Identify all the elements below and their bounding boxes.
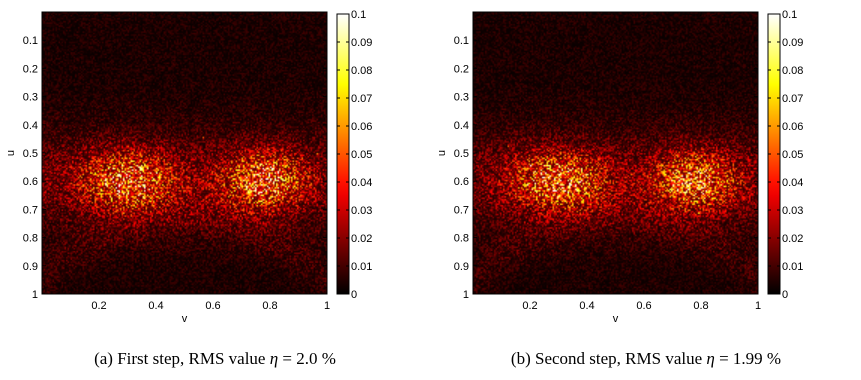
heatmap-chart: 0.2 0.4 0.6 0.8 1 0.1 0.2 0.3 0.4 0.5 0.6 0.7 0.8 0.9… <box>5 9 372 325</box>
x-tick-label: 0.2 <box>522 300 537 312</box>
y-tick-label: 0.2 <box>454 63 469 75</box>
colorbar-tick-label: 0.08 <box>782 65 803 77</box>
colorbar-tick-label: 0 <box>351 289 357 301</box>
x-tick-label: 0.6 <box>205 300 220 312</box>
y-tick-label: 0.5 <box>454 148 469 160</box>
y-tick-label: 0.4 <box>23 120 38 132</box>
x-tick-label: 0.8 <box>693 300 708 312</box>
caption-equals: = <box>282 349 293 368</box>
figure-panel-a: 0.2 0.4 0.6 0.8 1 0.1 0.2 0.3 0.4 0.5 0.6 0.7 0.8 0.9… <box>0 0 430 380</box>
y-tick-label: 0.5 <box>23 148 38 160</box>
x-tick-label: 0.8 <box>262 300 277 312</box>
figure-panel-b: 0.2 0.4 0.6 0.8 1 0.1 0.2 0.3 0.4 0.5 0.6 0.7 0.8 0.9… <box>431 0 861 380</box>
colorbar-tick-label: 0.07 <box>351 93 372 105</box>
colorbar-tick-label: 0.04 <box>782 177 803 189</box>
caption-unit: % <box>766 349 782 368</box>
y-tick-label: 0.2 <box>23 63 38 75</box>
x-tick-label: 0.4 <box>148 300 163 312</box>
y-tick-label: 0.7 <box>454 204 469 216</box>
y-tick-label: 1 <box>32 289 38 301</box>
y-tick-label: 0.6 <box>23 176 38 188</box>
caption-unit: % <box>321 349 336 368</box>
y-tick-label: 0.1 <box>23 35 38 47</box>
caption-symbol: η <box>706 349 715 368</box>
heatmap-image <box>473 12 758 294</box>
colorbar-tick-label: 0.02 <box>782 233 803 245</box>
colorbar-tick-label: 0 <box>782 289 788 301</box>
caption-tag: (a) <box>94 349 113 368</box>
colorbar-tick-label: 0.06 <box>351 121 372 133</box>
colorbar-tick-label: 0.08 <box>351 65 372 77</box>
caption-value: 1.99 <box>732 349 763 368</box>
heatmap-image <box>42 12 327 294</box>
colorbar-tick-label: 0.07 <box>782 93 803 105</box>
x-tick-label: 1 <box>755 300 761 312</box>
colorbar-tick-label: 0.01 <box>351 261 372 273</box>
caption-text: Second step, RMS value <box>534 349 703 368</box>
colorbar-tick-label: 0.1 <box>351 9 366 21</box>
caption-tag: (b) <box>510 349 531 368</box>
y-tick-label: 0.9 <box>454 261 469 273</box>
x-tick-label: 1 <box>324 300 330 312</box>
caption-symbol: η <box>269 349 279 368</box>
y-tick-label: 0.3 <box>23 92 38 104</box>
x-tick-label: 0.2 <box>91 300 106 312</box>
y-tick-label: 0.4 <box>454 120 469 132</box>
x-axis-label: v <box>182 313 188 325</box>
caption: (a) First step, RMS value η = 2.0 % <box>0 349 430 369</box>
colorbar-tick-label: 0.1 <box>782 9 797 21</box>
caption-equals: = <box>719 349 729 368</box>
y-axis-label: u <box>5 150 17 156</box>
caption-text: First step, RMS value <box>117 349 266 368</box>
y-tick-label: 0.8 <box>23 233 38 245</box>
y-tick-label: 1 <box>463 289 469 301</box>
heatmap-chart: 0.2 0.4 0.6 0.8 1 0.1 0.2 0.3 0.4 0.5 0.6 0.7 0.8 0.9… <box>436 9 803 325</box>
colorbar-tick-label: 0.03 <box>782 205 803 217</box>
colorbar-tick-label: 0.06 <box>782 121 803 133</box>
colorbar-tick-label: 0.09 <box>351 37 372 49</box>
y-tick-label: 0.7 <box>23 204 38 216</box>
y-tick-label: 0.3 <box>454 92 469 104</box>
colorbar-tick-label: 0.05 <box>782 149 803 161</box>
colorbar-tick-label: 0.03 <box>351 205 372 217</box>
colorbar-tick-label: 0.02 <box>351 233 372 245</box>
y-axis-label: u <box>436 150 448 156</box>
y-tick-label: 0.9 <box>23 261 38 273</box>
caption-value: 2.0 <box>296 349 318 368</box>
y-tick-label: 0.6 <box>454 176 469 188</box>
x-axis-label: v <box>613 313 619 325</box>
x-tick-label: 0.6 <box>636 300 651 312</box>
colorbar-tick-label: 0.09 <box>782 37 803 49</box>
caption: (b) Second step, RMS value η = 1.99 % <box>431 349 861 369</box>
y-tick-label: 0.8 <box>454 233 469 245</box>
x-tick-label: 0.4 <box>579 300 594 312</box>
colorbar-tick-label: 0.04 <box>351 177 372 189</box>
y-tick-label: 0.1 <box>454 35 469 47</box>
colorbar-tick-label: 0.01 <box>782 261 803 273</box>
colorbar-tick-label: 0.05 <box>351 149 372 161</box>
